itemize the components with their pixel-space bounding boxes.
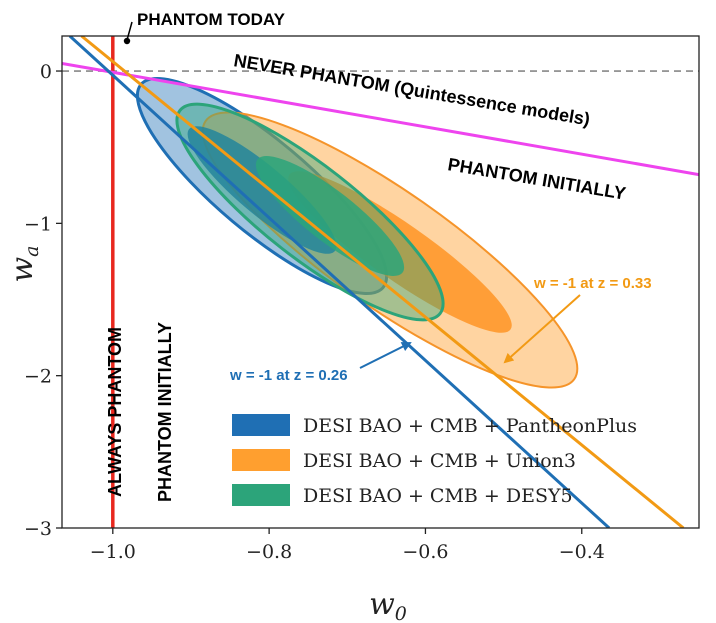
annotation-never-phantom: NEVER PHANTOM (Quintessence models) (232, 50, 591, 129)
phantom-today-pointer (126, 21, 133, 41)
legend-label-desy5: DESI BAO + CMB + DESY5 (303, 485, 573, 507)
reference-line-4 (80, 36, 685, 528)
phantom-today-dot (123, 37, 131, 45)
annotation-phantom-initially-right: PHANTOM INITIALLY (446, 154, 627, 203)
annotation-w026: w = -1 at z = 0.26 (229, 367, 348, 384)
legend: DESI BAO + CMB + PantheonPlus DESI BAO +… (232, 414, 637, 507)
legend-label-pantheonplus: DESI BAO + CMB + PantheonPlus (303, 415, 637, 437)
y-tick-label: −2 (24, 366, 52, 388)
x-tick-label: −0.6 (402, 541, 448, 563)
y-tick-label: 0 (40, 61, 52, 83)
y-axis-label: wa (5, 245, 43, 282)
reference-line-2 (62, 61, 699, 177)
x-axis-label: w0 (369, 587, 407, 623)
y-tick-label: −1 (24, 213, 52, 235)
contour-desy5-inner (255, 156, 405, 276)
x-ticks: −1.0 −0.8 −0.6 −0.4 (90, 528, 605, 563)
legend-swatch-pantheonplus (232, 414, 290, 436)
reference-line-3 (68, 36, 611, 528)
x-tick-label: −0.8 (246, 541, 292, 563)
annotation-always-phantom: ALWAYS PHANTOM (105, 327, 125, 497)
x-tick-label: −0.4 (559, 541, 605, 563)
plot-area (62, 36, 699, 528)
y-ticks: 0 −1 −2 −3 (24, 61, 62, 540)
w033-arrow (503, 294, 581, 364)
plot-frame (61, 35, 700, 529)
annotation-phantom-today: PHANTOM TODAY (137, 10, 286, 29)
w026-arrow (359, 342, 412, 369)
contour-desy5 (175, 102, 445, 322)
y-tick-label: −3 (24, 518, 52, 540)
annotation-w033: w = -1 at z = 0.33 (533, 275, 652, 292)
legend-swatch-desy5 (232, 484, 290, 506)
annotation-phantom-initially-left: PHANTOM INITIALLY (155, 322, 175, 502)
legend-label-union3: DESI BAO + CMB + Union3 (303, 450, 576, 472)
x-tick-label: −1.0 (90, 541, 136, 563)
reference-lines (62, 36, 699, 528)
legend-swatch-union3 (232, 449, 290, 471)
